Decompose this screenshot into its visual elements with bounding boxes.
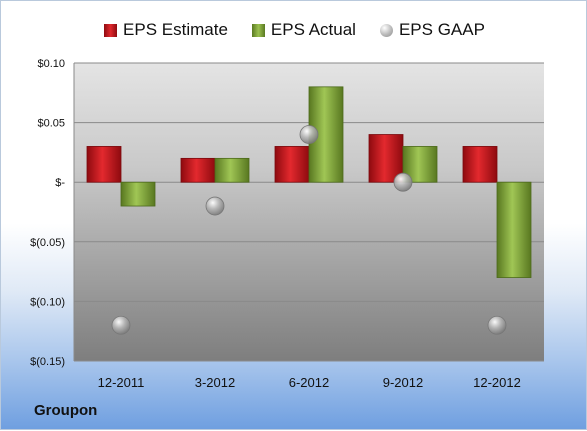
- gaap-markers: [111, 125, 507, 335]
- x-axis-tick-labels: 12-2011 3-2012 6-2012 9-2012 12-2012: [98, 375, 521, 390]
- eps-actual-bar: [496, 181, 532, 278]
- eps-gaap-marker: [487, 315, 507, 335]
- y-tick-label: $(0.10): [30, 296, 65, 308]
- x-tick-label: 12-2012: [473, 375, 521, 390]
- eps-gaap-marker: [205, 196, 225, 216]
- eps-estimate-bar: [462, 146, 498, 183]
- y-tick-label: $-: [55, 177, 65, 189]
- legend-item-eps-actual: EPS Actual: [251, 20, 356, 40]
- eps-estimate-bar: [180, 157, 216, 183]
- eps-estimate-bar: [86, 146, 122, 183]
- eps-gaap-marker: [299, 125, 319, 144]
- legend-label-eps-estimate: EPS Estimate: [123, 20, 228, 39]
- y-tick-label: $(0.05): [30, 237, 65, 249]
- x-tick-label: 3-2012: [195, 375, 235, 390]
- legend-swatch-eps-estimate: [104, 23, 118, 37]
- y-tick-label: $0.05: [37, 118, 65, 130]
- legend-label-eps-gaap: EPS GAAP: [398, 20, 485, 39]
- company-label: Groupon: [34, 402, 98, 419]
- legend-label-eps-actual: EPS Actual: [270, 20, 356, 39]
- eps-estimate-bar: [368, 134, 404, 183]
- eps-estimate-bar: [274, 146, 310, 183]
- x-tick-label: 12-2011: [98, 375, 145, 390]
- bars: [86, 86, 532, 278]
- x-tick-label: 6-2012: [289, 375, 329, 390]
- eps-gaap-marker: [393, 172, 413, 192]
- legend-item-eps-estimate: EPS Estimate: [104, 20, 228, 40]
- y-tick-label: $(0.15): [30, 356, 65, 368]
- legend-swatch-eps-gaap: [379, 23, 393, 37]
- y-tick-label: $0.10: [37, 58, 65, 70]
- eps-actual-bar: [120, 181, 156, 207]
- eps-actual-bar: [214, 157, 250, 183]
- legend-swatch-eps-actual: [251, 23, 265, 37]
- chart-legend: EPS Estimate EPS Actual EPS GAAP: [1, 17, 587, 43]
- y-axis-tick-labels: $0.10 $0.05 $- $(0.05) $(0.10) $(0.15): [30, 58, 65, 368]
- legend-item-eps-gaap: EPS GAAP: [379, 20, 485, 40]
- eps-gaap-marker: [111, 315, 131, 335]
- x-tick-label: 9-2012: [383, 375, 423, 390]
